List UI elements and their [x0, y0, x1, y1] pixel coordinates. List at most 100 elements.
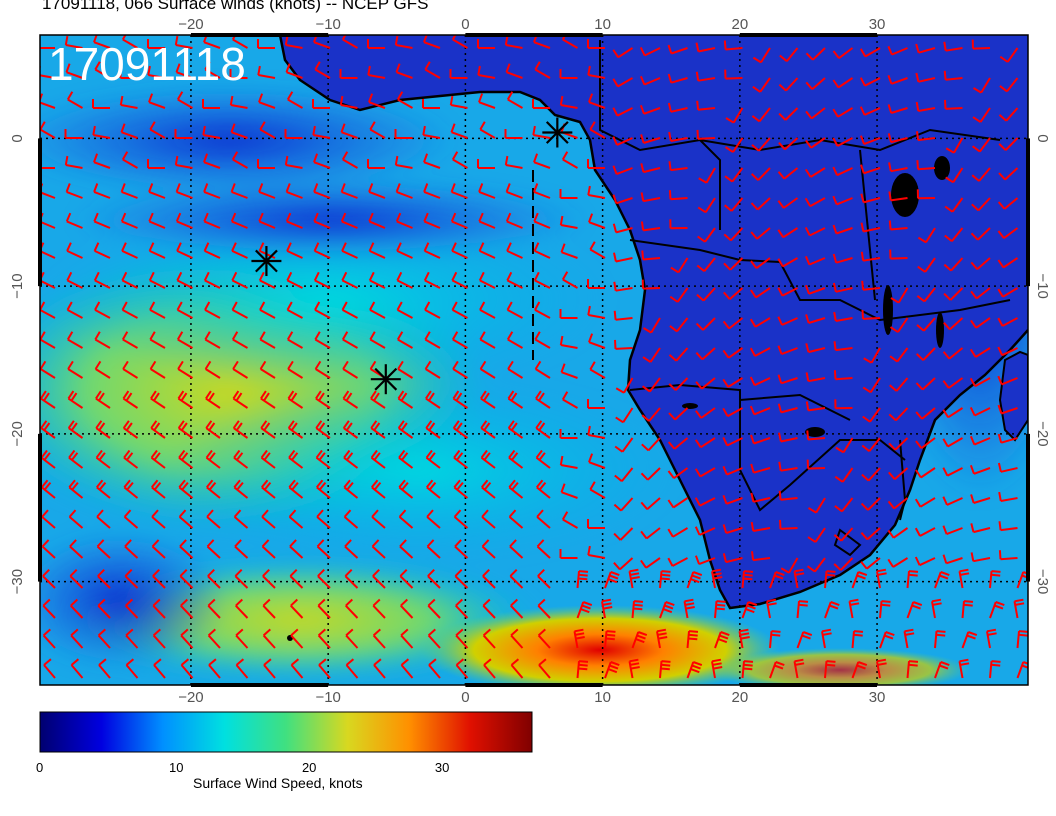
wind-barb [368, 212, 386, 229]
wind-barb [94, 301, 111, 319]
wind-barb [284, 155, 303, 169]
wind-barb [176, 91, 194, 109]
wind-barb [231, 301, 248, 319]
wind-barb [833, 311, 853, 322]
wind-barb [613, 527, 634, 541]
wind-barb [860, 557, 881, 570]
wind-barb [505, 183, 523, 199]
wind-barb [711, 568, 723, 589]
wind-barb [668, 161, 688, 172]
wind-barb [971, 167, 991, 182]
wind-barb [94, 61, 111, 79]
wind-barb [149, 360, 166, 379]
wind-barb [752, 77, 771, 93]
wind-barb [373, 658, 386, 679]
wind-barb [507, 420, 524, 439]
wind-barb [313, 242, 331, 259]
colorbar-tick-label: 20 [301, 760, 317, 775]
wind-barb [860, 251, 881, 262]
wind-barb [945, 137, 964, 154]
wind-barb [314, 360, 331, 379]
wind-barb [341, 331, 359, 349]
wind-barb [426, 539, 441, 559]
wind-barb [314, 61, 331, 79]
wind-barb [207, 628, 221, 649]
wind-barb [741, 601, 758, 619]
wind-barb [230, 212, 248, 229]
wind-barb [807, 527, 826, 543]
wind-barb [640, 527, 661, 540]
wind-barb [916, 347, 936, 361]
wind-barb [207, 598, 221, 619]
wind-barb [174, 129, 193, 139]
wind-barb [203, 271, 221, 289]
wind-barb [997, 317, 1018, 327]
wind-barb [766, 598, 777, 619]
wind-barb [944, 99, 963, 110]
colorbar-bar [39, 711, 533, 753]
wind-barb [667, 102, 688, 113]
wind-barb [152, 568, 166, 589]
wind-barb [258, 183, 276, 199]
wind-barb [397, 420, 414, 439]
wind-barb [807, 557, 826, 573]
wind-barb [942, 377, 964, 389]
wind-barb [451, 271, 468, 289]
wind-barb [752, 47, 771, 64]
wind-barb [483, 658, 496, 679]
wind-barb [969, 347, 991, 358]
wind-barb [69, 568, 84, 589]
wind-barb [750, 521, 771, 532]
wind-barb [659, 660, 671, 679]
wind-barb [180, 598, 194, 619]
wind-barb [917, 257, 936, 273]
wind-barb [204, 301, 221, 319]
wind-barb [888, 162, 908, 173]
wind-barb [862, 407, 881, 423]
wind-barb [257, 65, 276, 79]
wind-barb [559, 189, 578, 199]
wind-barb [859, 77, 881, 87]
wind-barb [504, 129, 523, 139]
wind-barb [230, 123, 248, 139]
wind-barb [861, 437, 881, 452]
wind-barb [400, 628, 414, 649]
wind-barb [506, 331, 524, 349]
wind-barb [93, 271, 111, 289]
wind-barb [537, 628, 551, 649]
wind-barb [286, 271, 303, 289]
wind-barb [258, 271, 276, 289]
wind-barb [122, 390, 139, 409]
wind-barb [917, 227, 936, 244]
wind-barb [888, 467, 909, 480]
wind-barb [339, 69, 358, 79]
wind-barb [148, 271, 166, 289]
wind-barb [424, 331, 441, 349]
wind-barb [286, 91, 304, 109]
wind-barb [505, 63, 523, 79]
wind-barb [694, 555, 716, 566]
wind-barb [777, 227, 799, 239]
wind-barb [395, 63, 413, 79]
wind-barb [177, 420, 194, 439]
wind-barb [777, 374, 798, 385]
wind-barb [640, 163, 661, 174]
wind-barb [288, 449, 304, 469]
wind-barb [66, 271, 83, 289]
wind-barb [423, 271, 441, 289]
frame-bar-bottom [190, 683, 329, 687]
wind-barb [696, 287, 716, 302]
wind-barb [423, 153, 441, 169]
wind-barb [506, 271, 523, 289]
wind-barb [915, 101, 936, 112]
wind-barb [834, 467, 854, 483]
wind-barb [451, 301, 468, 319]
wind-barb [533, 153, 551, 169]
wind-barb [235, 598, 249, 619]
wind-barb [722, 347, 744, 359]
wind-barb [395, 212, 413, 229]
wind-barb [769, 661, 785, 679]
wind-barb [835, 437, 854, 454]
wind-barb [640, 134, 661, 144]
wind-barb [642, 317, 661, 334]
